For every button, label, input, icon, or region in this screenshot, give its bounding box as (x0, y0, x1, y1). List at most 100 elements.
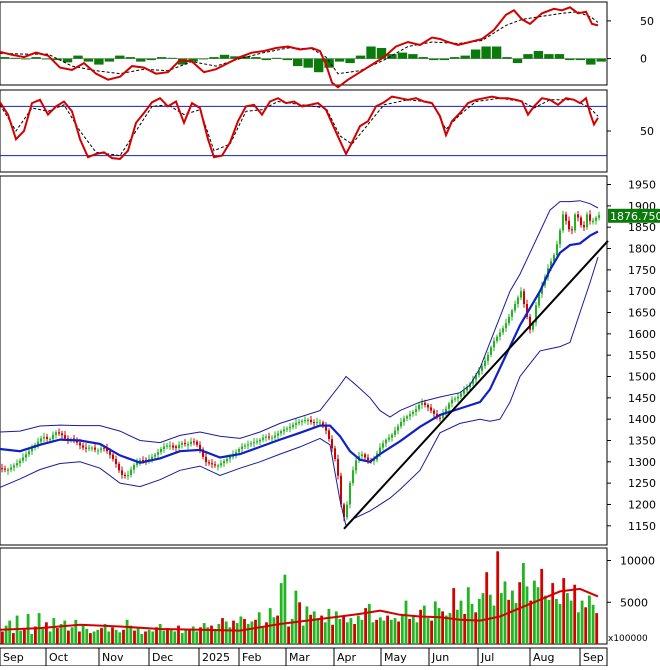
candle-body (217, 465, 219, 467)
macd-histogram-bar (523, 54, 533, 59)
macd-signal-line (0, 11, 599, 75)
candle-body (400, 422, 402, 427)
candle-body (472, 379, 474, 384)
candle-body (577, 214, 579, 218)
candle-body (331, 439, 333, 449)
volume-bar (107, 631, 111, 644)
macd-histogram-bar (554, 54, 565, 59)
x-tick-label: Jul (480, 651, 494, 664)
candle-body (352, 470, 354, 484)
panel-frame (0, 175, 608, 546)
volume-bar (52, 618, 56, 644)
candle-body (238, 449, 240, 453)
candle-body (379, 447, 381, 454)
volume-bar (45, 622, 48, 644)
volume-bar (276, 615, 279, 644)
macd-histogram-bar (481, 46, 491, 59)
y-tick-label: 1300 (628, 456, 656, 469)
y-tick-label: 1500 (628, 370, 656, 383)
candle-body (10, 467, 12, 470)
y-tick-label: 5000 (620, 596, 648, 609)
volume-bar (100, 628, 103, 644)
volume-bar (444, 615, 448, 644)
x-tick-label: Aug (533, 651, 554, 664)
y-tick-label: 1350 (628, 434, 656, 447)
volume-bar (118, 632, 122, 644)
macd-histogram-bar (209, 57, 219, 59)
candle-body (196, 441, 198, 445)
volume-bar (555, 598, 558, 644)
macd-histogram-bar (460, 55, 470, 59)
volume-bar (422, 605, 426, 644)
volume-bar (74, 619, 78, 644)
candle-body (382, 443, 384, 448)
volume-bar (41, 629, 45, 644)
volume-bar (569, 600, 573, 644)
macd-histogram-bar (429, 58, 439, 61)
y-tick-label: 1850 (628, 221, 656, 234)
candle-body (313, 422, 315, 424)
x-axis: Sep Oct Nov Dec 2025 Feb Mar Apr May Jun Jul Aug Sep (0, 647, 608, 667)
volume-bar (595, 613, 599, 644)
last-price-tag (608, 208, 660, 223)
volume-bar (466, 587, 470, 644)
volume-bar (566, 593, 569, 644)
candle-body (310, 419, 312, 422)
volume-bar (228, 627, 232, 644)
volume-bar (173, 631, 177, 644)
candle-body (583, 225, 585, 228)
volume-bar (12, 633, 15, 644)
price-panel: 1950190018501800175017001650160015501500… (0, 175, 660, 546)
candle-body (412, 412, 414, 415)
y-tick-label: 10000 (620, 555, 655, 568)
rsi-line (0, 95, 599, 160)
x-tick-label: Jun (431, 651, 449, 664)
volume-bar (437, 608, 441, 644)
y-tick-label: 50 (640, 125, 654, 138)
volume-bar (287, 626, 290, 644)
candle-body (268, 436, 270, 438)
volume-bar (430, 620, 433, 644)
volume-bar (4, 625, 8, 644)
macd-histogram-bar (10, 57, 20, 59)
volume-bar (309, 614, 312, 644)
candle-body (85, 447, 87, 449)
volume-bar (448, 613, 452, 644)
candle-body (19, 460, 21, 464)
candle-body (1, 468, 3, 470)
macd-histogram-bar (167, 57, 177, 59)
volume-bar (536, 587, 540, 644)
volume-bar (169, 629, 173, 644)
volume-bar (507, 599, 511, 644)
volume-bar (492, 605, 496, 644)
candle-body (112, 454, 114, 459)
volume-bar (243, 619, 246, 644)
volume-bar (551, 583, 555, 644)
candle-body (421, 402, 423, 405)
volume-bar (499, 593, 503, 644)
candle-body (535, 305, 537, 323)
candle-body (595, 217, 597, 221)
candle-body (532, 322, 534, 330)
macd-histogram-bar (31, 57, 41, 59)
macd-histogram-bar (293, 58, 303, 67)
candle-body (235, 452, 237, 455)
volume-ma-line (0, 587, 599, 632)
volume-bar (470, 603, 474, 644)
volume-bar (389, 619, 393, 644)
volume-bar (367, 603, 371, 644)
candle-body (304, 419, 306, 421)
candle-body (391, 434, 393, 438)
volume-bar (272, 617, 276, 644)
candle-body (271, 437, 273, 439)
volume-bar (511, 590, 514, 644)
volume-bar (463, 613, 467, 644)
volume-bar (356, 615, 360, 644)
macd-histogram-bar (157, 57, 167, 59)
y-tick-label: 1600 (628, 328, 656, 341)
volume-bar (349, 618, 353, 644)
candle-body (136, 461, 138, 465)
candle-body (202, 449, 204, 457)
candle-body (223, 461, 225, 464)
